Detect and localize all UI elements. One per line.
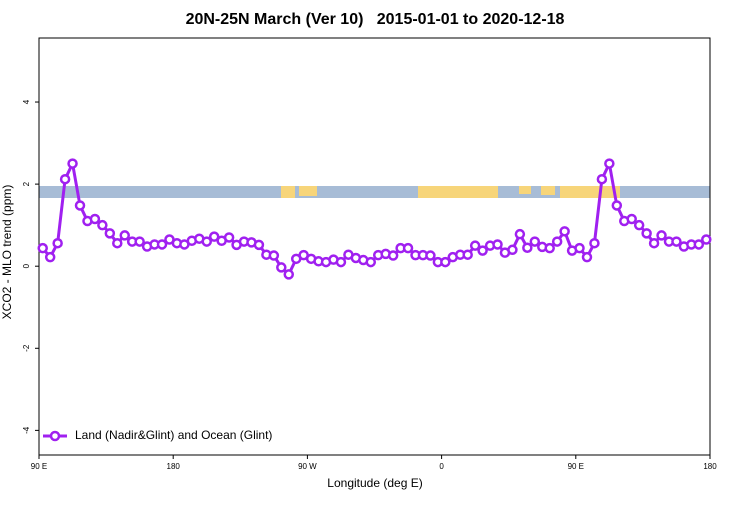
x-tick-label: 0 [439,462,444,471]
land-patch [541,186,555,195]
series-marker [67,158,78,169]
series-marker [551,236,563,247]
x-tick-label: 90 E [31,462,47,471]
series-marker [641,228,652,239]
series-marker [604,158,615,169]
series-marker [52,237,63,249]
y-tick-label: 0 [22,263,31,268]
series-marker [529,236,541,247]
series-marker [425,250,436,261]
series-marker [589,237,600,249]
series-marker [253,239,265,251]
series-marker [268,250,280,261]
series-marker [112,237,123,249]
series-marker [402,242,414,254]
land-patch [281,186,295,198]
series-marker [596,173,608,185]
series-marker [462,249,473,260]
series-marker [522,242,533,253]
series-marker [208,231,220,242]
series-marker [492,239,503,250]
legend-marker [49,430,61,442]
series-marker [201,236,212,247]
series-marker [335,256,347,268]
series-marker [104,228,116,239]
series-marker [283,269,295,280]
land-patch [560,186,620,198]
series-marker [387,250,399,261]
series-marker [44,251,56,263]
series-marker [656,230,667,241]
series-marker [611,200,623,211]
series-marker [574,242,585,254]
series-marker [276,262,287,273]
y-tick-label: 2 [22,181,31,186]
series-marker [507,244,518,256]
series-marker [633,219,645,231]
series-marker [648,237,660,249]
chart-title: 20N-25N March (Ver 10) 2015-01-01 to 202… [186,11,565,28]
x-axis-title: Longitude (deg E) [327,476,422,490]
series-marker [440,256,451,268]
series-marker [156,239,168,250]
land-patch [418,186,498,198]
series-marker [74,200,86,211]
y-tick-label: -4 [22,426,31,434]
series-marker [365,256,377,268]
series-marker [37,242,48,254]
series-marker [97,219,108,231]
series-marker [581,251,593,263]
series-marker [671,236,682,247]
series-marker [544,242,555,254]
land-patch [519,186,531,194]
series-marker [514,228,526,240]
x-tick-label: 180 [167,462,181,471]
series-marker [477,245,488,256]
land-patch [299,186,317,196]
x-tick-label: 90 W [298,462,317,471]
series-marker [134,236,145,247]
series-marker [693,239,705,250]
series-marker [469,240,481,251]
series-marker [223,232,235,243]
y-tick-label: -2 [22,344,31,352]
y-tick-label: 4 [22,99,31,104]
series-marker [89,213,101,225]
legend-label: Land (Nadir&Glint) and Ocean (Glint) [75,428,272,442]
surface-band [39,186,710,198]
series-marker [559,226,570,237]
series-marker [701,234,712,245]
x-tick-label: 180 [703,462,717,471]
y-axis-title: XCO2 - MLO trend (ppm) [0,185,14,320]
series-marker [59,173,71,185]
series-marker [626,213,637,225]
x-tick-label: 90 E [568,462,584,471]
series-marker [119,230,130,241]
legend: Land (Nadir&Glint) and Ocean (Glint) [43,428,272,442]
